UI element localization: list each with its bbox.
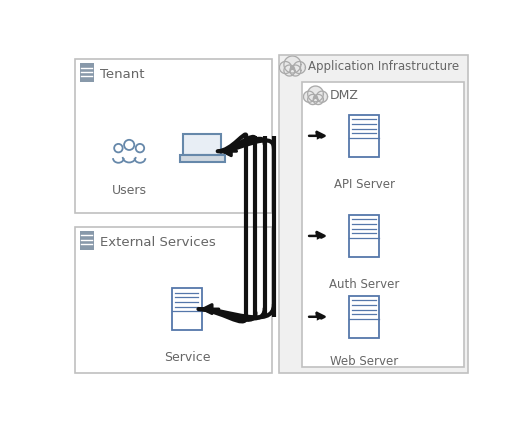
Polygon shape [284,56,301,73]
Polygon shape [313,95,323,104]
Bar [314,95,317,98]
Bar [75,59,271,213]
Polygon shape [284,65,295,76]
Bar [180,155,225,162]
Bar [172,288,201,330]
Text: API Server: API Server [333,178,394,191]
Text: DMZ: DMZ [329,89,358,102]
Polygon shape [308,86,323,102]
Bar [303,82,464,367]
Bar [183,134,222,155]
Bar [349,215,378,257]
Bar [75,227,271,373]
Polygon shape [308,95,318,104]
Text: Tenant: Tenant [100,68,144,81]
Polygon shape [290,65,301,76]
Polygon shape [316,91,328,102]
Text: Service: Service [164,351,210,364]
Polygon shape [294,61,305,74]
Text: Users: Users [112,184,147,197]
Bar [279,55,468,373]
Text: External Services: External Services [100,236,216,249]
Polygon shape [304,91,315,102]
Bar [290,66,295,69]
Text: Application Infrastructure: Application Infrastructure [308,60,459,73]
Bar [80,231,94,250]
Bar [349,115,378,157]
Bar [80,63,94,82]
Polygon shape [279,61,292,74]
Text: Web Server: Web Server [330,355,398,368]
Bar [349,296,378,338]
Text: Auth Server: Auth Server [329,278,399,291]
